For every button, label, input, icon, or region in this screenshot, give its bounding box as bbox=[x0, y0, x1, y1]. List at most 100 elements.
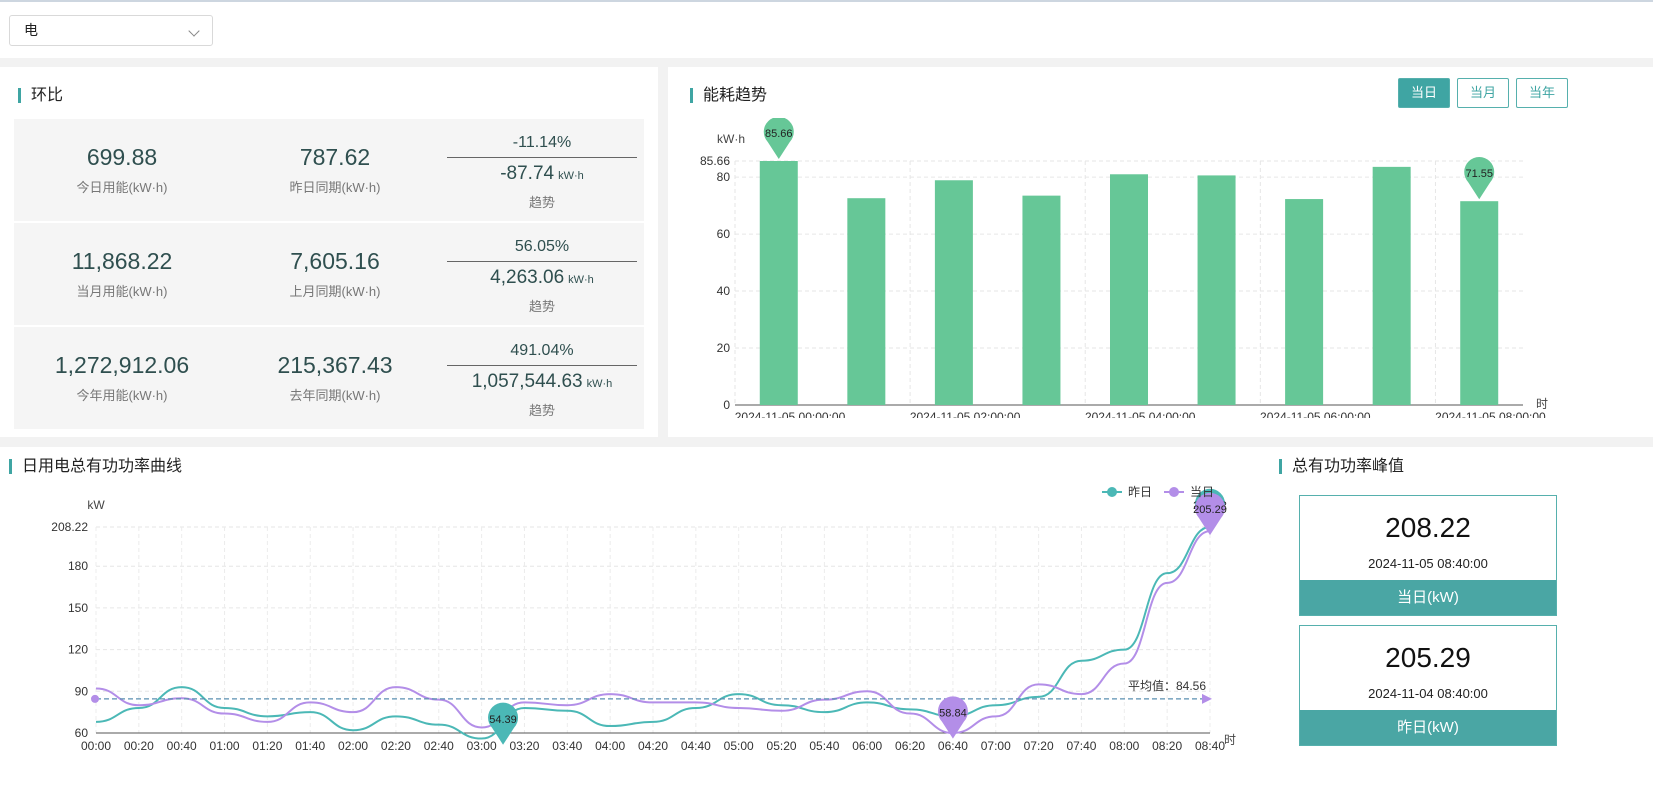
trend-percent: -11.14% bbox=[512, 134, 572, 151]
peak-title: 总有功功率峰值 bbox=[1279, 458, 1404, 476]
current-usage-card: 699.88 今日用能(kW·h) bbox=[14, 119, 230, 221]
trend-unit: kW·h bbox=[558, 170, 584, 182]
power-title: 日用电总有功功率曲线 bbox=[9, 458, 182, 476]
line-marker-pin bbox=[1195, 492, 1225, 536]
bar-y-tick-label: 0 bbox=[723, 398, 730, 412]
line-x-tick-label: 04:20 bbox=[638, 739, 668, 753]
line-y-unit: kW bbox=[87, 498, 105, 512]
previous-usage-value: 787.62 bbox=[299, 144, 371, 170]
legend-swatch bbox=[1107, 487, 1117, 497]
peak-yesterday-card: 205.29 2024-11-04 08:40:00 昨日(kW) bbox=[1299, 625, 1557, 746]
trend-unit: kW·h bbox=[568, 274, 594, 286]
previous-usage-label: 去年同期(kW·h) bbox=[289, 388, 381, 403]
trend-unit: kW·h bbox=[586, 378, 613, 390]
line-y-tick-label: 60 bbox=[75, 726, 89, 740]
line-x-tick-label: 01:20 bbox=[252, 739, 282, 753]
line-x-tick-label: 05:00 bbox=[724, 739, 754, 753]
bar bbox=[1372, 166, 1411, 405]
line-x-tick-label: 02:40 bbox=[424, 739, 454, 753]
trend-percent: 56.05% bbox=[514, 238, 570, 255]
current-usage-card: 11,868.22 当月用能(kW·h) bbox=[14, 223, 230, 325]
period-button-year[interactable]: 当年 bbox=[1516, 78, 1568, 108]
trend-label: 趋势 bbox=[528, 403, 555, 418]
peak-yesterday-value: 205.29 bbox=[1385, 642, 1471, 673]
line-x-tick-label: 08:00 bbox=[1109, 739, 1139, 753]
line-x-tick-label: 06:20 bbox=[895, 739, 925, 753]
line-x-tick-label: 07:20 bbox=[1024, 739, 1054, 753]
line-x-tick-label: 06:40 bbox=[938, 739, 968, 753]
previous-usage-value: 7,605.16 bbox=[290, 248, 380, 274]
previous-usage-card: 7,605.16 上月同期(kW·h) bbox=[227, 223, 443, 325]
line-x-tick-label: 06:00 bbox=[852, 739, 882, 753]
compare-panel: 环比 699.88 今日用能(kW·h) 787.62 昨日同期(kW·h) -… bbox=[0, 67, 658, 437]
previous-usage-card: 787.62 昨日同期(kW·h) bbox=[227, 119, 443, 221]
line-series bbox=[95, 530, 1211, 735]
trend-card: 491.04% 1,057,544.63 kW·h 趋势 bbox=[440, 327, 644, 429]
period-button-day[interactable]: 当日 bbox=[1398, 78, 1450, 108]
chevron-down-icon bbox=[188, 25, 200, 37]
bar-x-tick-label: 2024-11-05 00:00:00 bbox=[735, 410, 846, 418]
bar-x-tick-label: 2024-11-05 02:00:00 bbox=[910, 410, 1021, 418]
line-x-tick-label: 01:40 bbox=[295, 739, 325, 753]
bar-y-tick-label: 60 bbox=[717, 227, 731, 241]
line-x-tick-label: 01:00 bbox=[210, 739, 240, 753]
bar bbox=[1285, 199, 1324, 405]
power-curve-chart: 60 90 120 150 180 208.22 00:00 00:20 00:40 01:00 0… bbox=[51, 485, 1236, 753]
line-x-tick-label: 03:00 bbox=[467, 739, 497, 753]
line-x-tick-label: 04:40 bbox=[681, 739, 711, 753]
bar bbox=[847, 198, 886, 405]
bar-marker-label: 85.66 bbox=[765, 128, 793, 140]
average-line-label: 平均值：84.56 bbox=[1128, 678, 1206, 693]
trend-divider bbox=[447, 365, 637, 366]
line-y-tick-label: 90 bbox=[75, 684, 89, 698]
line-x-tick-label: 00:00 bbox=[81, 739, 111, 753]
line-marker-pin bbox=[488, 702, 519, 745]
previous-usage-label: 上月同期(kW·h) bbox=[289, 284, 381, 299]
energy-type-value: 电 bbox=[24, 22, 38, 38]
line-x-tick-label: 07:40 bbox=[1066, 739, 1096, 753]
top-border bbox=[0, 0, 1653, 2]
trend-divider bbox=[447, 157, 637, 158]
bar-y-tick-label: 85.66 bbox=[700, 154, 730, 168]
current-usage-label: 当月用能(kW·h) bbox=[76, 284, 168, 299]
bar-marker-label: 71.55 bbox=[1465, 168, 1493, 180]
trend-card: -11.14% -87.74 kW·h 趋势 bbox=[440, 119, 644, 221]
line-y-tick-label: 150 bbox=[68, 601, 88, 615]
line-x-tick-label: 04:00 bbox=[595, 739, 625, 753]
bar-y-tick-label: 80 bbox=[717, 170, 731, 184]
line-y-tick-label: 120 bbox=[68, 643, 88, 657]
bar bbox=[759, 161, 798, 405]
line-x-tick-label: 05:20 bbox=[767, 739, 797, 753]
previous-usage-label: 昨日同期(kW·h) bbox=[289, 180, 381, 195]
line-x-tick-label: 00:20 bbox=[124, 739, 154, 753]
average-line-start bbox=[91, 694, 99, 703]
bar-y-tick-label: 20 bbox=[717, 341, 731, 355]
trend-label: 趋势 bbox=[528, 195, 555, 210]
trend-percent: 491.04% bbox=[510, 342, 574, 359]
previous-usage-card: 215,367.43 去年同期(kW·h) bbox=[227, 327, 443, 429]
legend-swatch bbox=[1169, 487, 1179, 497]
line-x-tick-label: 02:20 bbox=[381, 739, 411, 753]
bar-x-tick-label: 2024-11-05 06:00:00 bbox=[1260, 410, 1371, 418]
energy-trend-chart: 0 20 40 60 80 85.66 kW·h 时 2024-11-05 00:00:00 20… bbox=[700, 118, 1548, 418]
current-usage-value: 11,868.22 bbox=[71, 248, 173, 274]
line-y-tick-label: 180 bbox=[68, 559, 88, 573]
period-button-month[interactable]: 当月 bbox=[1457, 78, 1509, 108]
line-x-tick-label: 03:40 bbox=[552, 739, 582, 753]
line-x-tick-label: 08:40 bbox=[1195, 739, 1225, 753]
trend-label: 趋势 bbox=[528, 299, 555, 314]
filter-bar: 电 bbox=[0, 2, 1653, 58]
line-marker-pin bbox=[937, 696, 968, 739]
trend-title: 能耗趋势 bbox=[690, 87, 767, 105]
trend-diff: -87.74 kW·h bbox=[500, 163, 584, 184]
trend-divider bbox=[447, 261, 637, 262]
line-x-tick-label: 00:40 bbox=[167, 739, 197, 753]
trend-card: 56.05% 4,263.06 kW·h 趋势 bbox=[440, 223, 644, 325]
compare-title: 环比 bbox=[18, 87, 63, 105]
bar bbox=[1110, 174, 1148, 405]
legend-label: 昨日 bbox=[1128, 485, 1152, 499]
trend-diff: 1,057,544.63 kW·h bbox=[471, 371, 613, 392]
line-x-tick-label: 05:40 bbox=[809, 739, 839, 753]
line-x-tick-label: 08:20 bbox=[1152, 739, 1182, 753]
energy-type-select[interactable]: 电 bbox=[9, 15, 213, 46]
